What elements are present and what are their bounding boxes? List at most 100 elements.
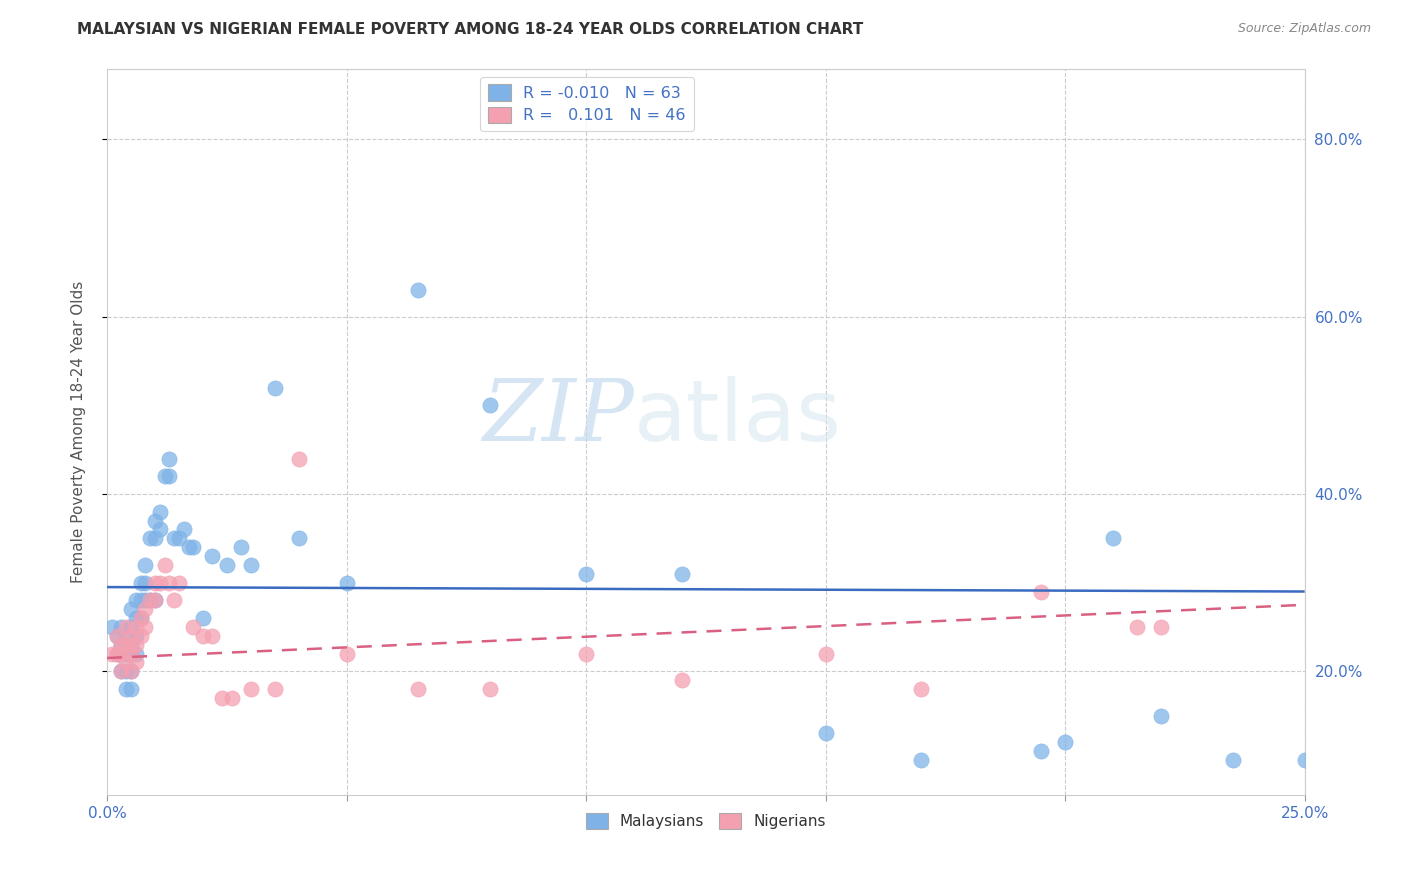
Text: atlas: atlas: [634, 376, 842, 458]
Point: [575, 647, 598, 661]
Point: [120, 638, 142, 652]
Point: [134, 602, 156, 616]
Point: [129, 593, 152, 607]
Point: [110, 665, 132, 679]
Point: [167, 575, 190, 590]
Point: [105, 647, 128, 661]
Text: Source: ZipAtlas.com: Source: ZipAtlas.com: [1237, 22, 1371, 36]
Point: [239, 558, 262, 572]
Point: [105, 629, 128, 643]
Point: [134, 593, 156, 607]
Point: [115, 638, 138, 652]
Point: [120, 665, 142, 679]
Point: [143, 575, 166, 590]
Point: [125, 620, 148, 634]
Point: [153, 558, 176, 572]
Point: [115, 681, 138, 696]
Text: ZIP: ZIP: [482, 376, 634, 458]
Point: [115, 629, 138, 643]
Point: [1150, 708, 1173, 723]
Point: [215, 558, 238, 572]
Point: [157, 451, 180, 466]
Point: [143, 532, 166, 546]
Point: [191, 611, 214, 625]
Point: [181, 540, 204, 554]
Point: [143, 593, 166, 607]
Point: [125, 656, 148, 670]
Point: [287, 532, 309, 546]
Point: [149, 523, 172, 537]
Point: [408, 681, 430, 696]
Text: MALAYSIAN VS NIGERIAN FEMALE POVERTY AMONG 18-24 YEAR OLDS CORRELATION CHART: MALAYSIAN VS NIGERIAN FEMALE POVERTY AMO…: [77, 22, 863, 37]
Point: [115, 620, 138, 634]
Point: [336, 647, 359, 661]
Point: [134, 558, 156, 572]
Point: [129, 611, 152, 625]
Point: [1102, 532, 1125, 546]
Point: [129, 611, 152, 625]
Point: [671, 566, 693, 581]
Point: [120, 638, 142, 652]
Point: [110, 647, 132, 661]
Point: [125, 647, 148, 661]
Point: [105, 647, 128, 661]
Point: [408, 283, 430, 297]
Point: [120, 647, 142, 661]
Point: [201, 549, 224, 563]
Point: [110, 665, 132, 679]
Point: [263, 381, 285, 395]
Point: [134, 620, 156, 634]
Point: [120, 620, 142, 634]
Point: [110, 638, 132, 652]
Point: [1031, 584, 1053, 599]
Point: [129, 629, 152, 643]
Point: [139, 532, 162, 546]
Point: [479, 398, 502, 412]
Point: [910, 753, 932, 767]
Point: [125, 611, 148, 625]
Point: [239, 681, 262, 696]
Point: [115, 647, 138, 661]
Point: [110, 638, 132, 652]
Point: [157, 469, 180, 483]
Point: [211, 690, 233, 705]
Point: [120, 602, 142, 616]
Legend: Malaysians, Nigerians: Malaysians, Nigerians: [581, 806, 832, 835]
Point: [1294, 753, 1316, 767]
Point: [1126, 620, 1149, 634]
Point: [120, 647, 142, 661]
Point: [125, 638, 148, 652]
Point: [157, 575, 180, 590]
Y-axis label: Female Poverty Among 18-24 Year Olds: Female Poverty Among 18-24 Year Olds: [72, 281, 86, 583]
Point: [814, 647, 837, 661]
Point: [287, 451, 309, 466]
Point: [110, 647, 132, 661]
Point: [115, 656, 138, 670]
Point: [336, 575, 359, 590]
Point: [191, 629, 214, 643]
Point: [149, 575, 172, 590]
Point: [173, 523, 195, 537]
Point: [153, 469, 176, 483]
Point: [263, 681, 285, 696]
Point: [1054, 735, 1077, 749]
Point: [910, 681, 932, 696]
Point: [115, 665, 138, 679]
Point: [181, 620, 204, 634]
Point: [1031, 744, 1053, 758]
Point: [101, 647, 124, 661]
Point: [143, 514, 166, 528]
Point: [120, 629, 142, 643]
Point: [814, 726, 837, 740]
Point: [575, 566, 598, 581]
Point: [163, 532, 186, 546]
Point: [177, 540, 200, 554]
Point: [139, 593, 162, 607]
Point: [101, 620, 124, 634]
Point: [139, 593, 162, 607]
Point: [134, 575, 156, 590]
Point: [1150, 620, 1173, 634]
Point: [231, 540, 253, 554]
Point: [120, 665, 142, 679]
Point: [671, 673, 693, 688]
